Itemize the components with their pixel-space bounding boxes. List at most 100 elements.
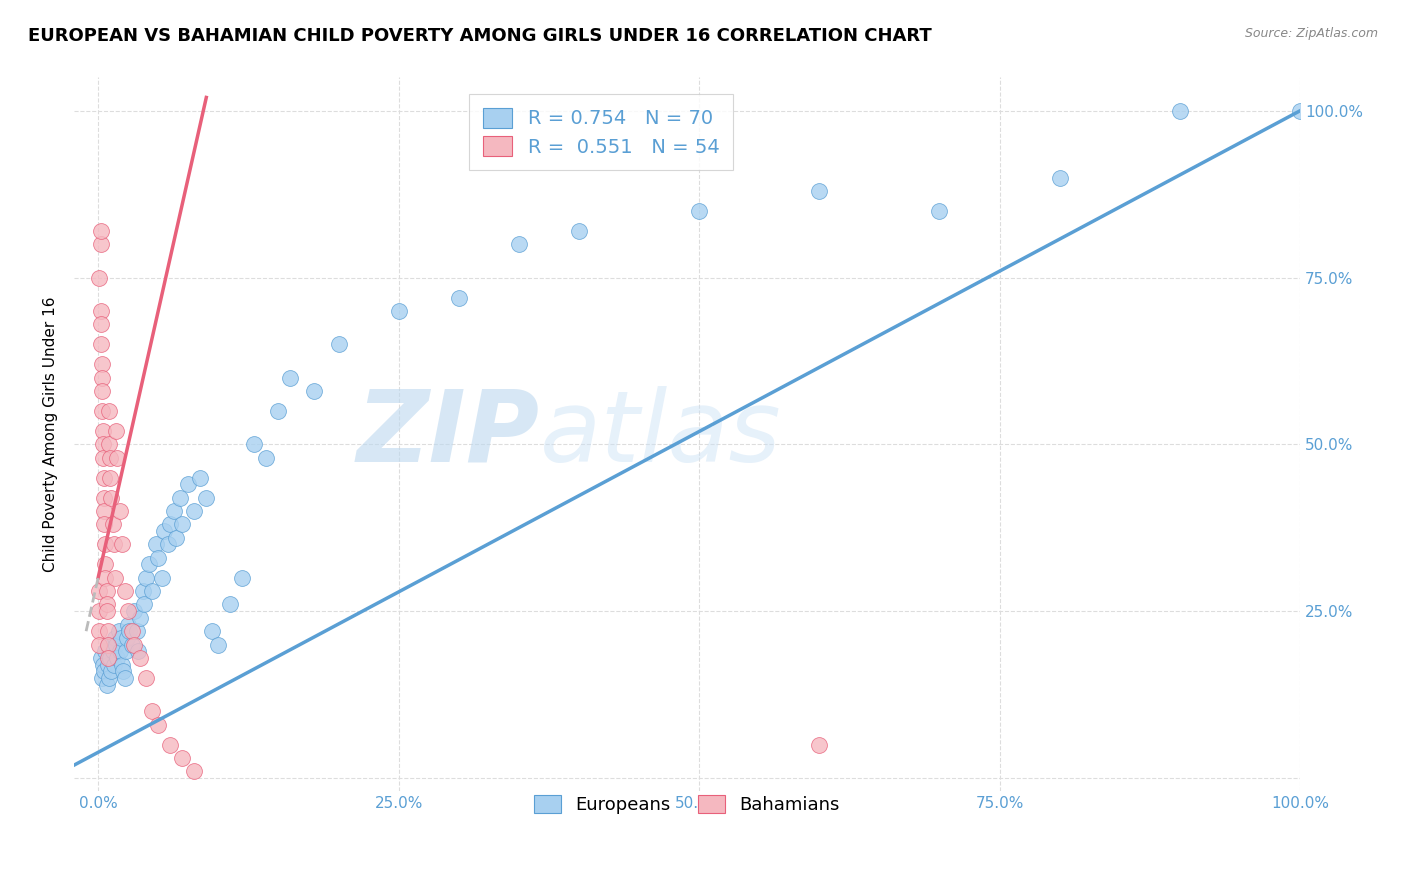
Point	[89, 584, 111, 599]
Point	[129, 651, 152, 665]
Point	[447, 291, 470, 305]
Point	[93, 471, 115, 485]
Point	[148, 550, 170, 565]
Legend: Europeans, Bahamians: Europeans, Bahamians	[523, 784, 851, 825]
Point	[89, 638, 111, 652]
Point	[808, 738, 831, 752]
Point	[97, 437, 120, 451]
Point	[105, 450, 128, 465]
Point	[98, 450, 121, 465]
Point	[135, 671, 157, 685]
Point	[101, 644, 124, 658]
Point	[131, 584, 153, 599]
Point	[93, 504, 115, 518]
Point	[172, 517, 194, 532]
Point	[90, 357, 112, 371]
Point	[117, 617, 139, 632]
Point	[89, 624, 111, 639]
Point	[280, 370, 302, 384]
Point	[122, 604, 145, 618]
Point	[111, 657, 134, 672]
Point	[127, 644, 149, 658]
Point	[97, 624, 120, 639]
Point	[90, 337, 112, 351]
Point	[111, 537, 134, 551]
Point	[145, 537, 167, 551]
Point	[91, 657, 114, 672]
Point	[195, 491, 218, 505]
Point	[108, 644, 131, 658]
Point	[93, 517, 115, 532]
Point	[94, 571, 117, 585]
Point	[104, 571, 127, 585]
Point	[101, 517, 124, 532]
Point	[100, 664, 122, 678]
Point	[121, 624, 143, 639]
Point	[96, 677, 118, 691]
Point	[121, 638, 143, 652]
Point	[91, 424, 114, 438]
Point	[89, 270, 111, 285]
Point	[114, 644, 136, 658]
Point	[159, 738, 181, 752]
Point	[141, 584, 163, 599]
Point	[114, 671, 136, 685]
Point	[141, 704, 163, 718]
Point	[90, 224, 112, 238]
Point	[688, 203, 710, 218]
Point	[105, 424, 128, 438]
Point	[1168, 103, 1191, 118]
Point	[97, 638, 120, 652]
Point	[93, 664, 115, 678]
Point	[138, 558, 160, 572]
Point	[808, 184, 831, 198]
Point	[91, 437, 114, 451]
Point	[135, 571, 157, 585]
Point	[148, 717, 170, 731]
Point	[97, 671, 120, 685]
Point	[96, 584, 118, 599]
Text: EUROPEAN VS BAHAMIAN CHILD POVERTY AMONG GIRLS UNDER 16 CORRELATION CHART: EUROPEAN VS BAHAMIAN CHILD POVERTY AMONG…	[28, 27, 932, 45]
Point	[122, 638, 145, 652]
Point	[165, 531, 187, 545]
Point	[243, 437, 266, 451]
Point	[188, 471, 211, 485]
Point	[94, 558, 117, 572]
Point	[150, 571, 173, 585]
Point	[177, 477, 200, 491]
Point	[183, 764, 205, 779]
Point	[231, 571, 253, 585]
Point	[98, 471, 121, 485]
Point	[169, 491, 191, 505]
Point	[90, 384, 112, 398]
Point	[118, 624, 141, 639]
Point	[90, 651, 112, 665]
Point	[91, 450, 114, 465]
Point	[90, 237, 112, 252]
Point	[90, 304, 112, 318]
Point	[928, 203, 950, 218]
Point	[114, 584, 136, 599]
Point	[267, 404, 290, 418]
Point	[207, 638, 229, 652]
Point	[90, 318, 112, 332]
Point	[97, 404, 120, 418]
Point	[1289, 103, 1312, 118]
Point	[103, 537, 125, 551]
Point	[90, 404, 112, 418]
Point	[100, 491, 122, 505]
Point	[1049, 170, 1071, 185]
Point	[94, 644, 117, 658]
Point	[129, 611, 152, 625]
Point	[159, 517, 181, 532]
Y-axis label: Child Poverty Among Girls Under 16: Child Poverty Among Girls Under 16	[44, 297, 58, 572]
Point	[89, 604, 111, 618]
Point	[254, 450, 277, 465]
Point	[125, 624, 148, 639]
Point	[108, 504, 131, 518]
Point	[328, 337, 350, 351]
Point	[97, 657, 120, 672]
Point	[97, 651, 120, 665]
Point	[153, 524, 176, 538]
Point	[115, 631, 138, 645]
